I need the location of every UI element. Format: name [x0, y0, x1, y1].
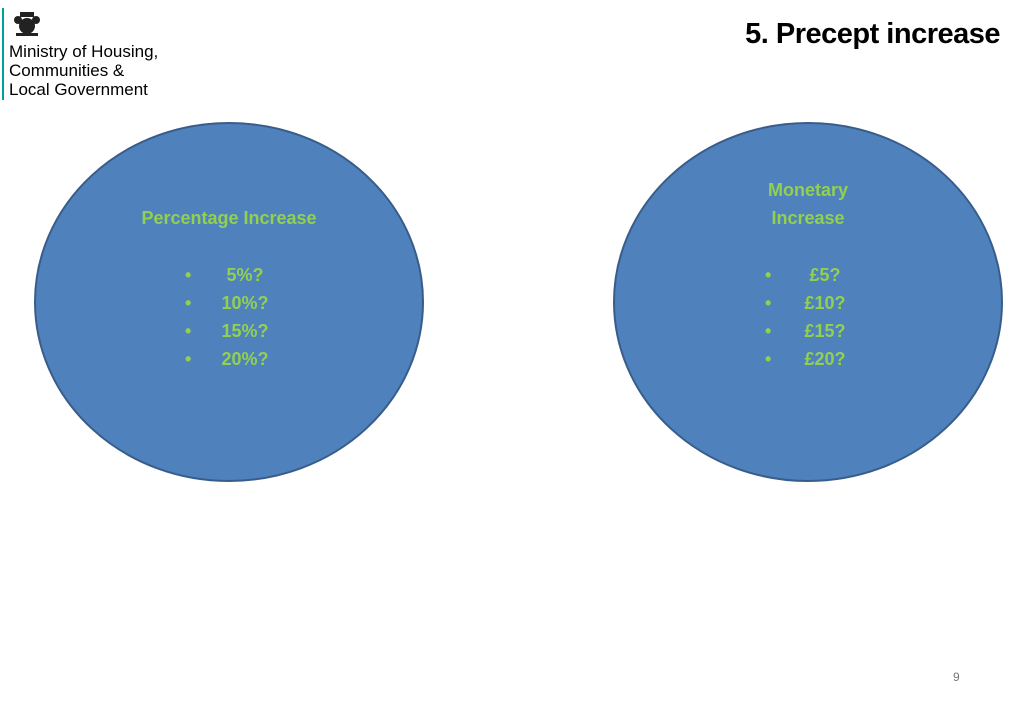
bullet-item: 10%? [185, 289, 305, 317]
bullet-item: £15? [765, 317, 885, 345]
organisation: Ministry of Housing, Communities & Local G… [9, 42, 158, 99]
bullet-item: £5? [765, 261, 885, 289]
bullet-item: 20%? [185, 345, 305, 373]
circle-title: Percentage Increase [141, 208, 317, 228]
slide-title: 5. Precept increase [745, 18, 1000, 50]
organisation-line: Communities & [9, 61, 125, 80]
bullet-item: £20? [765, 345, 885, 373]
bullet-item: 5%? [185, 261, 305, 289]
bullet-list: £5?£10?£15?£20? [765, 261, 885, 373]
circle-title: Monetary Increase [767, 180, 848, 228]
page-number: 9 [953, 670, 960, 684]
organisation-line: Local Government [9, 80, 148, 99]
bullet-list: 5%?10%?15%?20%? [185, 261, 305, 373]
organisation-line: Ministry of Housing, [9, 42, 159, 61]
crest [14, 12, 40, 36]
bullet-item: £10? [765, 289, 885, 317]
bullet-item: 15%? [185, 317, 305, 345]
